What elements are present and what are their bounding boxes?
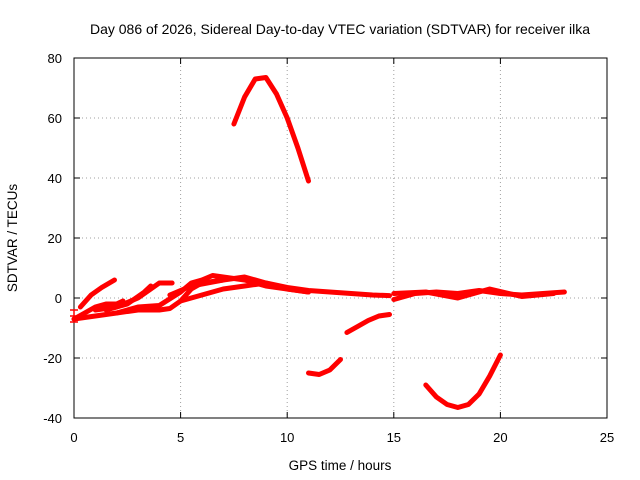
y-tick-label: 40 — [48, 171, 62, 186]
data-series — [71, 75, 567, 410]
x-tick-label: 10 — [280, 430, 294, 445]
series-track-a — [77, 277, 117, 310]
y-tick-label: -20 — [43, 351, 62, 366]
y-tick-label: -40 — [43, 411, 62, 426]
chart-title: Day 086 of 2026, Sidereal Day-to-day VTE… — [90, 21, 590, 37]
y-axis-label: SDTVAR / TECUs — [5, 184, 20, 293]
x-tick-label: 25 — [600, 430, 614, 445]
series-track-i — [231, 75, 311, 184]
x-tick-label: 0 — [70, 430, 77, 445]
x-axis-label: GPS time / hours — [289, 458, 392, 473]
y-tick-labels: -40 -20 0 20 40 60 80 — [43, 51, 62, 426]
axis-ticks — [73, 57, 608, 419]
series-track-n — [423, 352, 503, 410]
grid-lines — [74, 58, 607, 418]
series-track-m — [391, 286, 557, 301]
series-track-e — [103, 283, 154, 313]
plot-area-border — [73, 57, 608, 419]
x-tick-label: 20 — [493, 430, 507, 445]
series-track-h — [178, 280, 311, 304]
series-track-j — [306, 357, 343, 377]
y-tick-label: 0 — [55, 291, 62, 306]
series-track-k — [344, 312, 392, 335]
y-tick-label: 60 — [48, 111, 62, 126]
x-tick-label: 5 — [177, 430, 184, 445]
series-track-b — [71, 298, 126, 322]
y-tick-label: 20 — [48, 231, 62, 246]
error-bar — [70, 309, 78, 323]
y-tick-label: 80 — [48, 51, 62, 66]
x-tick-labels: 0 5 10 15 20 25 — [70, 430, 614, 445]
x-tick-label: 15 — [387, 430, 401, 445]
